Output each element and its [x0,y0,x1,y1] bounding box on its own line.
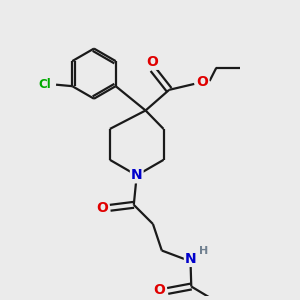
Text: O: O [146,55,158,69]
Text: O: O [196,76,208,89]
Text: N: N [131,168,142,182]
Text: O: O [96,201,108,215]
Text: O: O [153,283,165,297]
Text: N: N [185,252,197,266]
Text: H: H [199,246,208,256]
Text: Cl: Cl [39,78,52,91]
